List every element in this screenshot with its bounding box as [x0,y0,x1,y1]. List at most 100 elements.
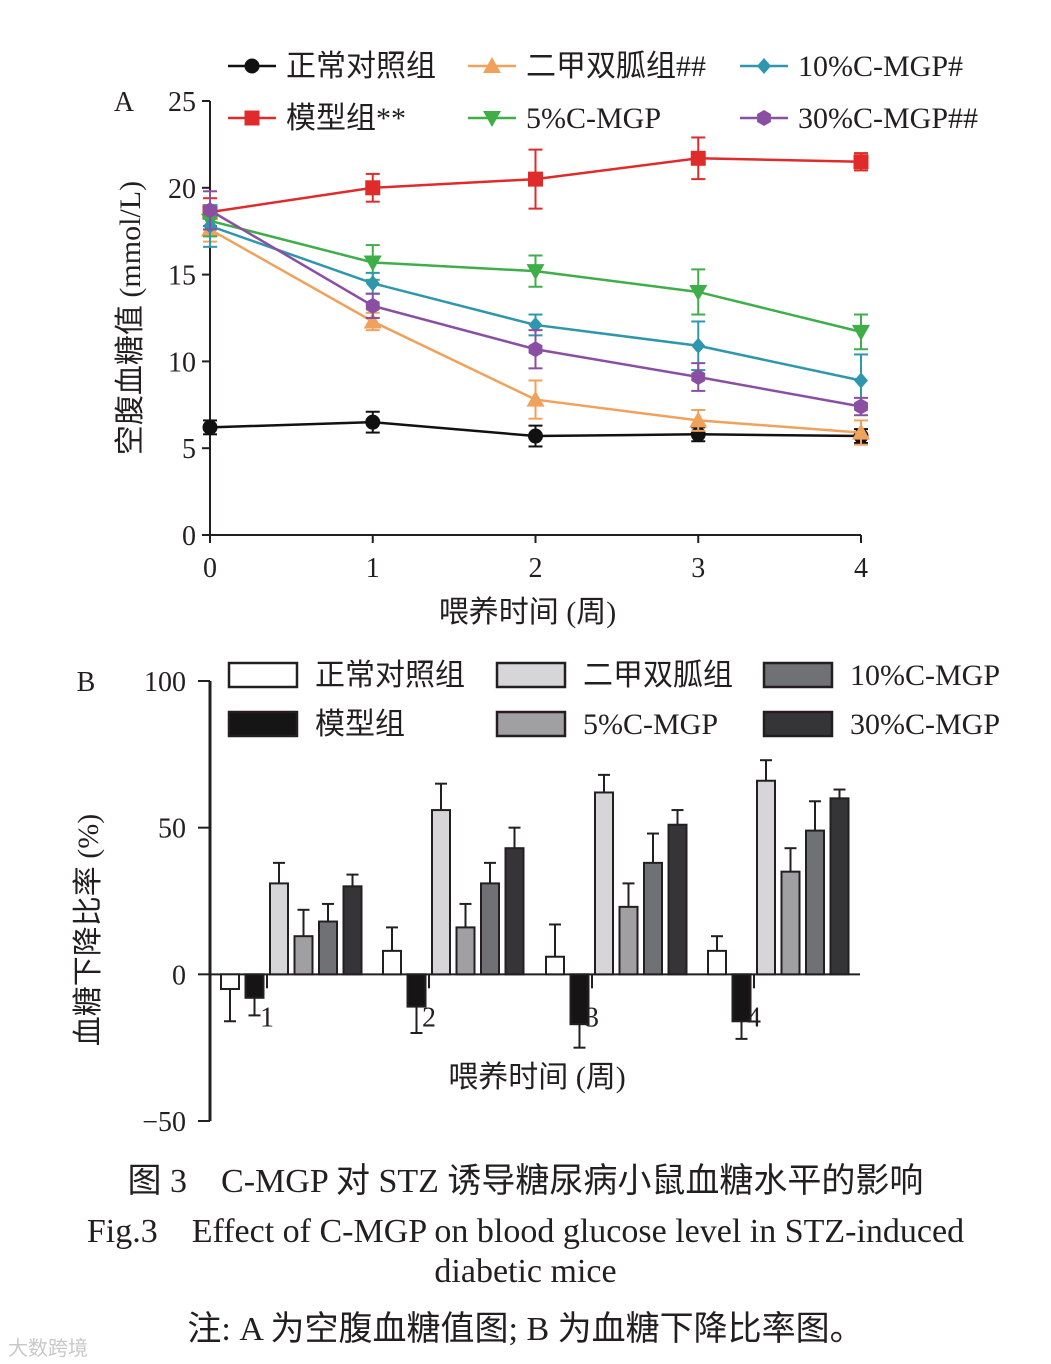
panel-a-y-tick-label: 0 [182,521,196,552]
panel-a-legend-label: 二甲双胍组## [526,50,706,83]
panel-b-bar [594,791,614,976]
panel-a-legend-marker [244,110,260,126]
panel-b-legend-swatch [762,661,834,689]
panel-a-y-tick-label: 20 [168,174,196,205]
panel-a-data-point [528,428,543,444]
panel-a-data-point [365,297,380,314]
panel-a-x-tick-label: 3 [691,553,705,584]
panel-a-data-point [854,398,868,415]
panel-a-x-axis-title: 喂养时间 (周) [439,596,616,629]
figure-caption-english: Fig.3 Effect of C-MGP on blood glucose l… [0,1212,1051,1292]
panel-a-data-point [365,414,381,430]
panel-a-y-axis-title: 空腹血糖值 (mmol/L) [114,181,147,455]
panel-b-bar [382,949,402,976]
panel-b-bar [805,829,825,976]
panel-a-data-point [526,264,545,281]
panel-a-legend-label: 30%C-MGP## [798,102,978,135]
figure-note: 注: A 为空腹血糖值图; B 为血糖下降比率图。 [187,1311,864,1348]
panel-a-data-point [365,275,380,292]
panel-b-bar-chart: B −50 0 50 100 血糖下降比率 (%) 喂养时间 (周) 1 2 3 4 正常对照组 二甲双… [72,659,1000,1138]
panel-b-bar [244,973,265,999]
panel-a-y-tick-label: 25 [168,87,196,118]
panel-b-bar [342,885,363,976]
panel-a-data-point [853,154,869,170]
panel-a-data-point [854,372,868,389]
panel-b-legend-label: 正常对照组 [315,659,465,692]
watermark-text: 大数跨境 [8,1336,88,1360]
panel-a-data-point [526,390,545,407]
panel-b-y-axis-title: 血糖下降比率 (%) [72,814,105,1046]
panel-a-data-point [203,202,217,219]
panel-b-bar [643,861,663,976]
panel-b-y-tick-label: 100 [144,667,186,698]
panel-a-x-tick-label: 4 [854,553,868,584]
panel-b-bar [318,920,338,976]
panel-a-legend-marker [483,111,501,127]
panel-a-data-point [852,324,870,341]
panel-a-legend-label: 正常对照组 [286,50,436,83]
panel-b-bar [269,882,289,976]
panel-b-bar [667,823,688,976]
panel-b-bar [545,955,565,976]
panel-b-bar [756,779,776,976]
figure-caption-english-line2: diabetic mice [434,1253,617,1290]
panel-a-data-point [528,316,543,333]
panel-a-y-tick-label: 5 [182,434,196,465]
panel-b-bar [293,935,314,976]
panel-a-x-tick-label: 2 [529,553,543,584]
panel-b-legend-swatch [227,710,299,738]
panel-a-label: A [114,87,135,118]
panel-b-y-tick-label: 50 [158,814,186,845]
panel-a-y-tick-label: 10 [168,347,196,378]
panel-b-bar [504,847,525,976]
panel-a-data-point [528,341,543,358]
panel-b-bar [455,926,476,976]
panel-a-data-point [202,419,218,435]
panel-a-data-point [528,171,543,187]
panel-b-category-label: 4 [747,1002,761,1033]
panel-b-legend-swatch [495,661,567,689]
panel-a-data-point [691,369,706,386]
figure-caption-english-line1: Fig.3 Effect of C-MGP on blood glucose l… [86,1213,965,1250]
panel-a-legend-label: 10%C-MGP# [798,50,963,83]
panel-a-legend-label: 5%C-MGP [526,102,661,135]
panel-b-legend-label: 二甲双胍组 [583,659,733,692]
panel-a-data-point [852,423,870,440]
panel-b-y-tick-label: −50 [142,1107,186,1138]
panel-a-data-point [363,255,382,272]
panel-b-legend-label: 30%C-MGP [850,708,1000,741]
panel-a-line-chart: A 0 5 10 15 20 25 0 1 2 3 4 喂养时间 (周) 空腹血糖值 (mmol/L) 正常… [114,50,978,629]
panel-b-bar [707,949,727,976]
panel-a-data-point [691,337,706,354]
panel-b-x-axis-title: 喂养时间 (周) [448,1061,625,1094]
panel-b-legend-label: 10%C-MGP [850,659,1000,692]
panel-b-legend-label: 模型组 [315,708,405,741]
panel-a-x-tick-label: 1 [366,553,380,584]
panel-b-bar [480,882,500,976]
panel-b-category-label: 3 [585,1002,599,1033]
panel-a-legend-label: 模型组** [286,102,406,135]
panel-b-bar [220,973,240,990]
panel-b-legend-swatch [227,661,299,689]
panel-b-label: B [77,667,96,698]
panel-b-y-tick-label: 0 [172,960,186,991]
panel-a-y-tick-label: 15 [168,261,196,292]
panel-b-bar [829,797,850,976]
panel-a-data-point [365,180,381,196]
panel-b-category-label: 1 [260,1002,274,1033]
panel-b-bar [780,870,801,976]
panel-b-bar [618,905,639,976]
panel-b-legend-swatch [495,710,567,738]
panel-b-legend-label: 5%C-MGP [583,708,718,741]
panel-a-legend-marker [244,58,260,74]
panel-a-data-point [689,284,708,301]
panel-a-data-point [689,411,708,428]
panel-b-bar [431,809,451,976]
panel-b-legend-swatch [762,710,834,738]
panel-a-legend-marker [483,57,501,73]
panel-b-category-label: 2 [422,1002,436,1033]
panel-a-legend-marker [757,110,771,126]
panel-a-data-point [690,150,706,166]
figure-caption-chinese: 图 3 C-MGP 对 STZ 诱导糖尿病小鼠血糖水平的影响 [127,1163,924,1200]
